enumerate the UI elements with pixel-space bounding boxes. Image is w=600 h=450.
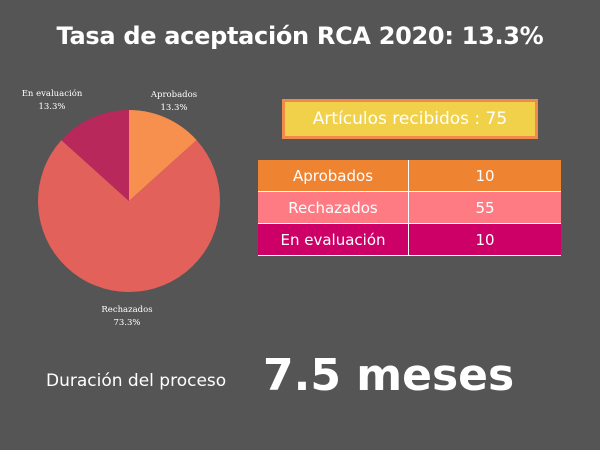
pie-slice-aprobados <box>129 110 197 201</box>
received-articles-box: Artículos recibidos : 75 <box>282 99 538 139</box>
table-row-aprobados: Aprobados 10 <box>258 160 561 192</box>
duration-label: Duración del proceso <box>46 371 227 391</box>
pie-slice-en-evaluaci-n <box>61 110 129 201</box>
row-label-en-evaluacion: En evaluación <box>258 223 409 256</box>
slice-label: En evaluación <box>22 88 83 99</box>
table-row-rechazados: Rechazados 55 <box>258 191 561 224</box>
slice-percent-label: 13.3% <box>160 103 187 113</box>
row-label-aprobados: Aprobados <box>258 160 409 192</box>
slice-percent-label: 73.3% <box>113 318 140 328</box>
duration-value: 7.5 meses <box>263 350 515 401</box>
results-table: Aprobados 10 Rechazados 55 En evaluación… <box>258 160 561 256</box>
slice-label: Aprobados <box>150 90 197 100</box>
row-value-rechazados: 55 <box>408 191 561 224</box>
row-label-rechazados: Rechazados <box>258 191 409 224</box>
table-row-en-evaluacion: En evaluación 10 <box>258 223 561 256</box>
slice-percent-label: 13.3% <box>38 102 65 112</box>
row-value-en-evaluacion: 10 <box>408 223 561 256</box>
row-value-aprobados: 10 <box>408 160 561 192</box>
chart-title: Tasa de aceptación RCA 2020: 13.3% <box>56 22 544 50</box>
slice-label: Rechazados <box>101 305 152 315</box>
pie-slice-rechazados <box>38 140 221 292</box>
